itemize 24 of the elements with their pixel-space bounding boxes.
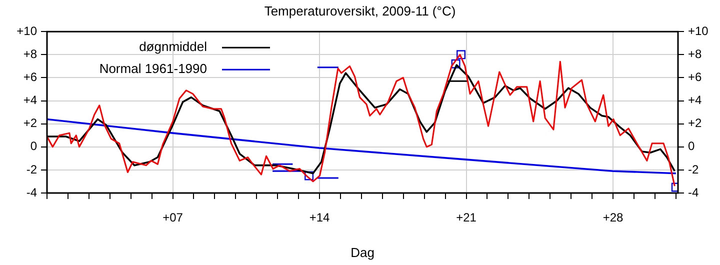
legend-label: Normal 1961-1990 xyxy=(99,61,207,76)
y-tick-label: +6 xyxy=(23,70,38,84)
x-tick-label: +21 xyxy=(456,210,477,225)
y2-tick-label: 0 xyxy=(688,139,695,154)
y2-tick-label: +10 xyxy=(688,24,709,38)
y-tick-label: +2 xyxy=(23,116,38,130)
x-tick-label: +14 xyxy=(309,210,330,225)
x-axis-title: Dag xyxy=(350,244,374,260)
chart-title: Temperaturoversikt, 2009-11 (°C) xyxy=(264,3,456,18)
y2-tick-label: +4 xyxy=(688,93,702,108)
x-tick-label: +28 xyxy=(602,210,624,225)
y-tick-label: +10 xyxy=(16,24,38,38)
y2-tick-label: -2 xyxy=(688,162,699,176)
y-tick-label: +4 xyxy=(23,93,38,108)
y2-tick-label: -4 xyxy=(688,185,699,200)
y2-tick-label: +2 xyxy=(688,116,702,130)
y-tick-label: -4 xyxy=(26,185,38,200)
y-tick-label: +8 xyxy=(23,46,38,61)
x-tick-label: +07 xyxy=(162,210,184,225)
y2-tick-label: +6 xyxy=(688,70,702,84)
y2-tick-label: +8 xyxy=(688,46,702,61)
y-tick-label: 0 xyxy=(30,139,38,154)
y-tick-label: -2 xyxy=(26,162,38,176)
legend-label: døgnmiddel xyxy=(139,39,208,54)
